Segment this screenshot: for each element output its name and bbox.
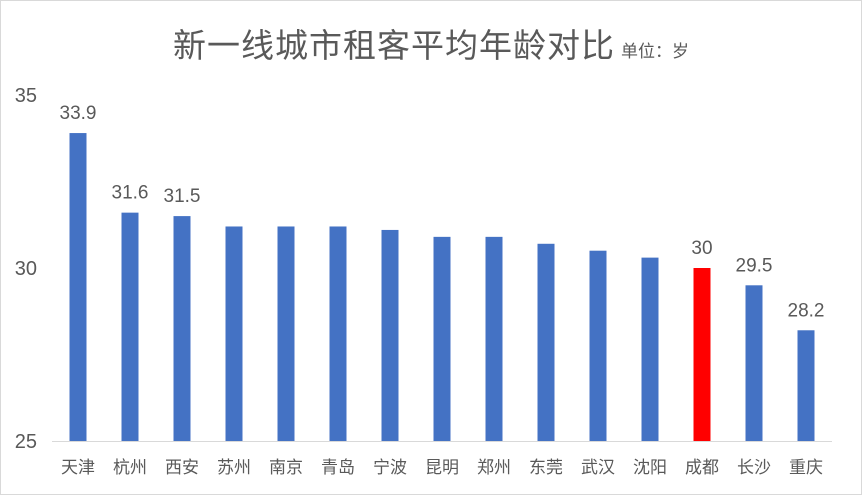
y-tick-label: 35: [15, 85, 37, 107]
bar: [381, 229, 399, 441]
x-category-label: 宁波: [373, 458, 407, 478]
x-category-label: 苏州: [217, 458, 251, 478]
bar: [745, 285, 763, 441]
bar: [69, 133, 87, 441]
bar: [433, 236, 451, 441]
bar: [537, 243, 555, 441]
x-category-label: 南京: [269, 458, 303, 478]
bar: [589, 250, 607, 441]
bar: [693, 268, 711, 441]
bar: [797, 330, 815, 441]
bar: [641, 257, 659, 441]
bar: [173, 216, 191, 441]
bar: [121, 212, 139, 441]
x-category-label: 昆明: [425, 458, 459, 478]
x-category-label: 长沙: [737, 458, 771, 478]
chart-title-block: 新一线城市租客平均年龄对比 单位：岁: [1, 19, 861, 67]
x-category-label: 东莞: [529, 458, 563, 478]
y-tick-label: 25: [15, 431, 37, 453]
x-category-label: 成都: [685, 458, 719, 478]
bar: [485, 236, 503, 441]
chart-title: 新一线城市租客平均年龄对比: [173, 26, 615, 65]
data-label: 31.6: [112, 183, 149, 204]
data-label: 30: [691, 238, 712, 259]
y-tick-label: 30: [15, 258, 37, 280]
x-category-label: 重庆: [789, 458, 823, 478]
data-label: 28.2: [788, 300, 825, 321]
x-category-label: 青岛: [321, 458, 355, 478]
bar: [329, 226, 347, 441]
x-category-label: 西安: [165, 458, 199, 478]
x-category-label: 天津: [61, 458, 95, 478]
bar: [277, 226, 295, 441]
bar: [225, 226, 243, 441]
chart-unit-label: 单位：岁: [621, 42, 689, 62]
x-category-label: 郑州: [477, 458, 511, 478]
x-category-label: 沈阳: [633, 458, 667, 478]
x-category-label: 杭州: [113, 458, 147, 478]
x-category-label: 武汉: [581, 458, 615, 478]
data-label: 31.5: [164, 186, 201, 207]
data-label: 29.5: [736, 255, 773, 276]
data-label: 33.9: [60, 103, 97, 124]
